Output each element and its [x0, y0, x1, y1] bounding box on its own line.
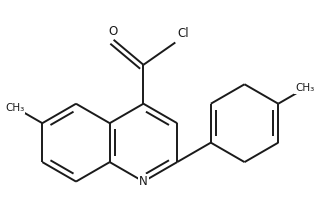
Text: CH₃: CH₃ — [5, 103, 24, 113]
Text: O: O — [108, 25, 117, 38]
Text: Cl: Cl — [177, 27, 189, 40]
Text: N: N — [139, 175, 148, 188]
Text: CH₃: CH₃ — [295, 83, 314, 94]
